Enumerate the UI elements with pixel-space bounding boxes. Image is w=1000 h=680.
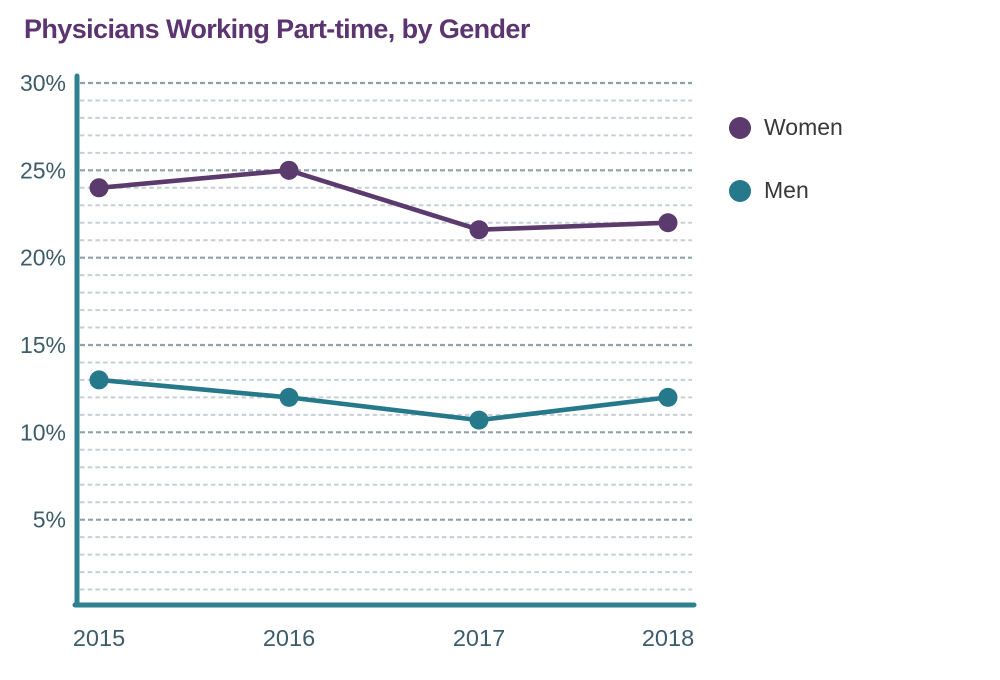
legend-label-men: Men xyxy=(764,177,809,203)
series-line-women xyxy=(96,168,671,233)
legend: Women Men xyxy=(729,116,843,202)
y-tick-label: 25% xyxy=(20,157,66,183)
data-point-men-2015 xyxy=(89,370,109,390)
data-point-men-2016 xyxy=(279,387,299,407)
x-tick-label: 2015 xyxy=(73,625,125,651)
data-point-women-2018 xyxy=(658,213,678,233)
y-tick-label: 5% xyxy=(33,507,66,533)
y-tick-label: 20% xyxy=(20,245,66,271)
legend-label-women: Women xyxy=(764,114,843,140)
legend-item-men: Men xyxy=(729,179,843,202)
data-point-men-2018 xyxy=(658,387,678,407)
series-line-men xyxy=(96,377,671,423)
y-tick-label: 30% xyxy=(20,70,66,96)
data-point-women-2016 xyxy=(279,160,299,180)
y-tick-label: 15% xyxy=(20,332,66,358)
legend-dot-women-icon xyxy=(729,116,751,139)
x-tick-label: 2018 xyxy=(642,625,694,651)
data-point-women-2017 xyxy=(469,220,489,240)
x-tick-label: 2017 xyxy=(453,625,505,651)
legend-dot-men-icon xyxy=(729,179,751,202)
legend-item-women: Women xyxy=(729,116,843,139)
data-point-men-2017 xyxy=(469,410,489,430)
data-point-women-2015 xyxy=(89,178,109,198)
chart-title: Physicians Working Part-time, by Gender xyxy=(24,14,530,44)
x-tick-label: 2016 xyxy=(263,625,315,651)
y-tick-label: 10% xyxy=(20,419,66,445)
